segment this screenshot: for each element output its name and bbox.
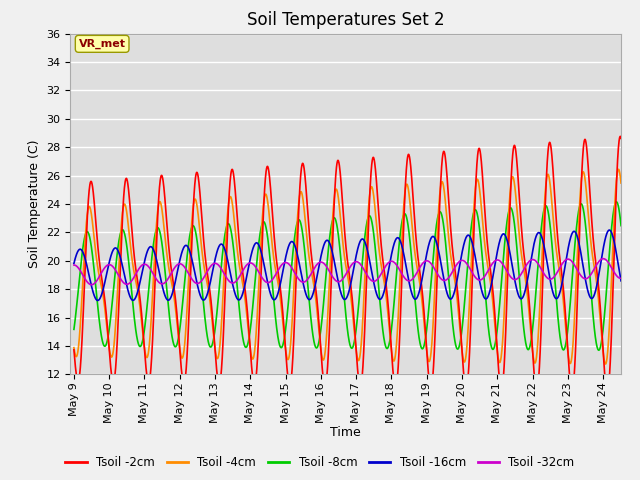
Text: VR_met: VR_met: [79, 39, 125, 49]
Legend: Tsoil -2cm, Tsoil -4cm, Tsoil -8cm, Tsoil -16cm, Tsoil -32cm: Tsoil -2cm, Tsoil -4cm, Tsoil -8cm, Tsoi…: [61, 452, 579, 474]
Y-axis label: Soil Temperature (C): Soil Temperature (C): [28, 140, 41, 268]
Title: Soil Temperatures Set 2: Soil Temperatures Set 2: [247, 11, 444, 29]
X-axis label: Time: Time: [330, 426, 361, 439]
